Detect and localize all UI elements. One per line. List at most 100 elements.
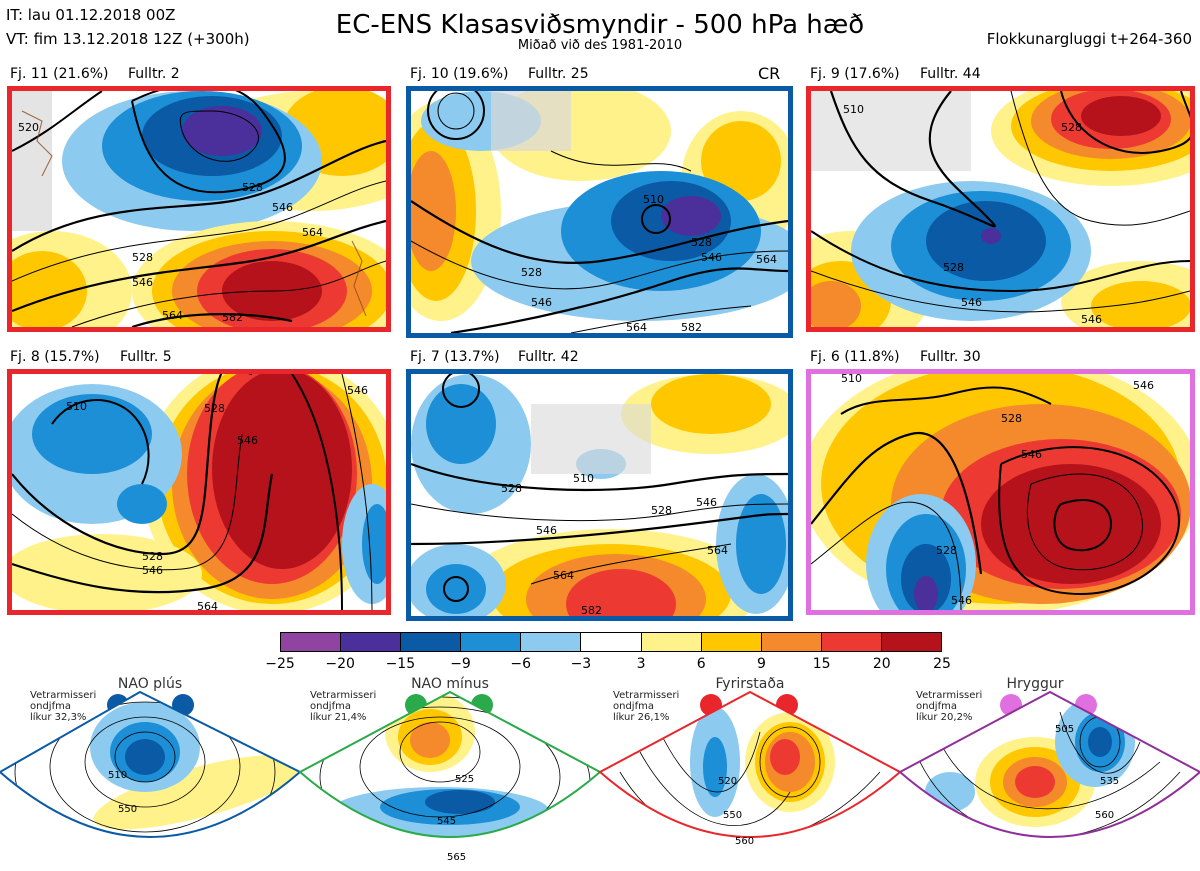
contour-label: 564 (626, 321, 647, 333)
init-time: IT: lau 01.12.2018 00Z (6, 6, 176, 24)
contour-label: 510 (573, 472, 594, 485)
regime-probability: líkur 20,2% (916, 712, 973, 723)
panel-label-6: Fj. 6 (11.8%) (810, 349, 900, 365)
colorbar-tick-label: 6 (696, 656, 706, 672)
contour-label: 510 (66, 400, 87, 413)
contour-label: 546 (696, 496, 717, 509)
contour-label: 528 (651, 504, 672, 517)
colorbar-tick-label: −20 (325, 656, 355, 672)
colorbar-tick-label: 9 (756, 656, 766, 672)
colorbar-tick-label: 20 (872, 656, 891, 672)
page-subtitle: Miðað við des 1981-2010 (517, 38, 683, 53)
colorbar-tick-label: 15 (812, 656, 831, 672)
regime-row: Vetrarmisseri ondjfma líkur 32,3% NAO pl… (0, 672, 1200, 871)
contour-label: 546 (951, 594, 972, 607)
contour-label: 546 (1021, 448, 1042, 461)
panel-label-5: Fj. 7 (13.7%) (410, 349, 500, 365)
contour-label: 546 (132, 276, 153, 289)
colorbar-swatch (761, 633, 822, 651)
contour-label: 564 (197, 600, 218, 610)
contour-label: 582 (681, 321, 702, 333)
contour-label: 582 (581, 604, 602, 616)
contour-label: 546 (536, 524, 557, 537)
colorbar-swatch (461, 633, 522, 651)
panel-members-6: Fulltr. 30 (920, 349, 981, 365)
contour-label: 525 (455, 774, 474, 785)
contour-label: 560 (735, 836, 754, 847)
colorbar-swatch (401, 633, 462, 651)
regime-method: ondjfma (30, 701, 71, 712)
regime-season: Vetrarmisseri (310, 690, 377, 701)
contour-label: 528 (501, 482, 522, 495)
panel-members-2: Fulltr. 25 (528, 66, 589, 82)
contour-label: 520 (718, 776, 737, 787)
cluster-map-1: 520 528 546 564 528 546 564 582 (7, 86, 391, 332)
colorbar-swatch (521, 633, 582, 651)
colorbar-tick-label: −9 (450, 656, 471, 672)
regime-method: ondjfma (310, 701, 351, 712)
colorbar-tick-label: 3 (636, 656, 646, 672)
colorbar-swatch (881, 633, 942, 651)
regime-season: Vetrarmisseri (30, 690, 97, 701)
contour-label: 528 (691, 236, 712, 249)
contour-label: 528 (521, 266, 542, 279)
contour-label: 560 (1095, 810, 1114, 821)
cluster-map-3: 510 528 546 528 546 (806, 86, 1195, 332)
cluster-map-4: 510 528 546 528 546 546 564 (7, 369, 391, 615)
contour-label: 546 (701, 251, 722, 264)
panel-label-2: Fj. 10 (19.6%) (410, 66, 509, 82)
contour-label: 546 (272, 201, 293, 214)
contour-label: 564 (756, 253, 777, 266)
panel-members-3: Fulltr. 44 (920, 66, 981, 82)
panel-tag-2: CR (758, 64, 781, 83)
contour-label: 535 (1100, 776, 1119, 787)
colorbar-swatch (701, 633, 762, 651)
contour-label: 545 (437, 816, 456, 827)
regime-method: ondjfma (916, 701, 957, 712)
valid-time: VT: fim 13.12.2018 12Z (+300h) (6, 30, 250, 48)
contour-label: 528 (242, 181, 263, 194)
contour-label: 528 (1061, 121, 1082, 134)
contour-label: 528 (142, 550, 163, 563)
panel-members-1: Fulltr. 2 (128, 66, 180, 82)
colorbar-swatch (641, 633, 702, 651)
contour-label: 546 (237, 434, 258, 447)
contour-label: 546 (531, 296, 552, 309)
panel-members-5: Fulltr. 42 (518, 349, 579, 365)
classification-window: Flokkunargluggi t+264-360 (986, 30, 1192, 48)
colorbar-swatch (281, 633, 342, 651)
contour-label: 510 (841, 374, 862, 385)
regime-probability: líkur 26,1% (613, 712, 670, 723)
colorbar-tick-label: 25 (933, 656, 951, 672)
contour-label: 528 (1001, 412, 1022, 425)
regime-name: NAO mínus (411, 676, 489, 692)
contour-label: 564 (553, 569, 574, 582)
colorbar-tick-label: −6 (510, 656, 532, 672)
contour-label: 546 (1081, 313, 1102, 326)
regime-name: Hryggur (1006, 676, 1064, 692)
contour-label: 510 (108, 770, 127, 781)
cluster-map-5: 528 510 528 546 546 564 564 582 (406, 369, 793, 621)
regime-maps: 510 550 525 545 565 (0, 690, 1200, 863)
contour-label: 546 (961, 296, 982, 309)
colorbar-tick-label: −15 (385, 656, 416, 672)
contour-label: 528 (943, 261, 964, 274)
regime-method: ondjfma (613, 701, 654, 712)
regime-season: Vetrarmisseri (613, 690, 680, 701)
colorbar-tick-label: −3 (570, 656, 592, 672)
panel-members-4: Fulltr. 5 (120, 349, 172, 365)
contour-label: 564 (302, 226, 323, 239)
contour-label: 564 (707, 544, 728, 557)
contour-label: 510 (843, 103, 864, 116)
cluster-map-2: 510 528 546 564 528 546 582 564 (406, 86, 793, 338)
contour-label: 564 (162, 309, 183, 322)
contour-label: 565 (447, 852, 466, 863)
contour-label: 546 (347, 384, 368, 397)
contour-label: 528 (132, 251, 153, 264)
panel-label-4: Fj. 8 (15.7%) (10, 349, 100, 365)
contour-label: 520 (18, 121, 39, 134)
panel-label-1: Fj. 11 (21.6%) (10, 66, 109, 82)
contour-label: 550 (723, 810, 742, 821)
colorbar-swatch (581, 633, 642, 651)
contour-label: 510 (643, 193, 664, 206)
